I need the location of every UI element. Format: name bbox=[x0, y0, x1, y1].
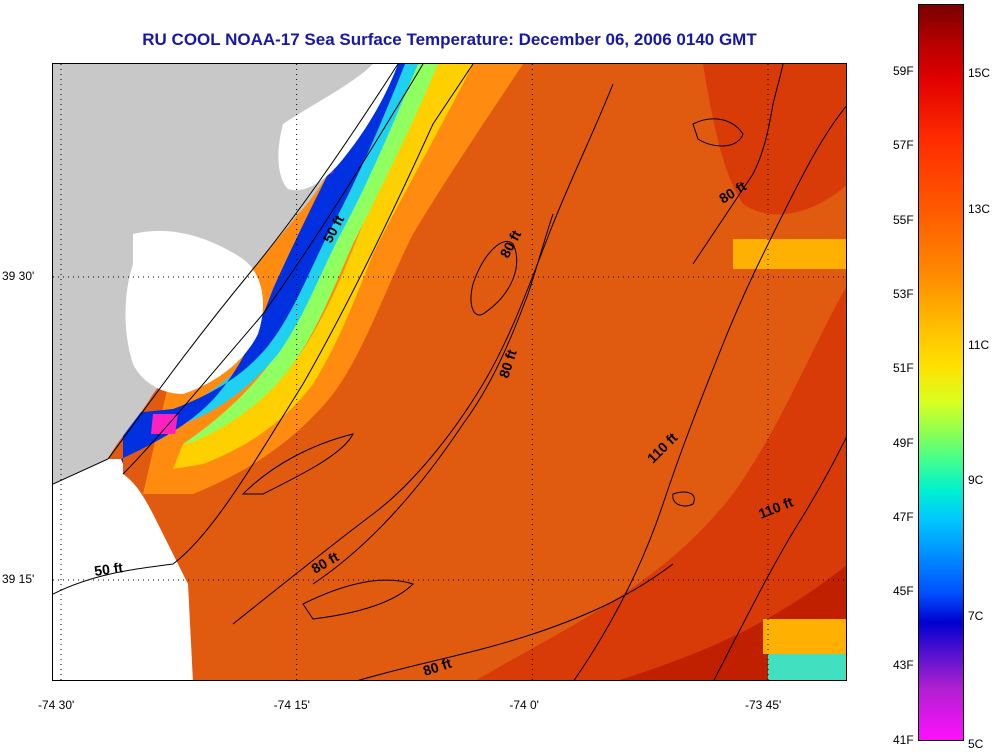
colorbar-celsius-label: 15C bbox=[968, 66, 991, 80]
colorbar-fahrenheit-label: 53F bbox=[893, 287, 914, 301]
no-data-bay bbox=[125, 230, 263, 394]
coastline-inner bbox=[122, 64, 424, 475]
coastal-magenta-patch-bay bbox=[151, 414, 178, 434]
map-panel: 50 ft 80 ft 80 ft 80 ft 80 ft 110 ft 110 ft 80 … bbox=[52, 63, 847, 681]
colorbar-celsius-label: 11C bbox=[968, 338, 990, 352]
coastline bbox=[53, 64, 399, 485]
warm-water-patch bbox=[703, 64, 846, 215]
colorbar-fahrenheit-label: 51F bbox=[893, 361, 914, 375]
latitude-tick-label: 39 30' bbox=[2, 269, 35, 283]
longitude-tick-label: -73 45' bbox=[745, 698, 782, 712]
map-title: RU COOL NOAA-17 Sea Surface Temperature:… bbox=[142, 30, 757, 49]
contour-shoal-5 bbox=[241, 433, 354, 495]
contour-80ft-mid bbox=[312, 213, 554, 585]
contour-shoal-4 bbox=[302, 579, 414, 620]
contour-50ft bbox=[53, 64, 474, 595]
contour-80ft-west bbox=[232, 83, 614, 625]
contour-shoal-2 bbox=[692, 118, 744, 147]
contour-110ft-east bbox=[713, 436, 846, 680]
colorbar-fahrenheit-label: 57F bbox=[893, 138, 914, 152]
offshore-yellow-patch-south bbox=[763, 619, 846, 654]
colorbar-fahrenheit-label: 55F bbox=[893, 213, 914, 227]
contour-shoal-3 bbox=[672, 491, 695, 507]
contour-80ft-south bbox=[358, 563, 674, 680]
longitude-tick-label: -74 30' bbox=[38, 698, 75, 712]
colorbar-fahrenheit-label: 49F bbox=[893, 436, 914, 450]
colorbar-celsius-label: 5C bbox=[968, 737, 984, 751]
colorbar-celsius-label: 7C bbox=[968, 609, 984, 623]
contour-shoal-1 bbox=[470, 241, 518, 316]
colorbar-fahrenheit-label: 41F bbox=[893, 733, 914, 747]
contour-label: 50 ft bbox=[93, 559, 124, 579]
colorbar-fahrenheit-label: 45F bbox=[893, 584, 914, 598]
colorbar-fahrenheit-label: 59F bbox=[893, 64, 914, 78]
longitude-tick-label: -74 0' bbox=[509, 698, 539, 712]
coastal-yellow-band bbox=[173, 64, 473, 469]
no-data-north bbox=[278, 64, 398, 191]
graticule bbox=[53, 64, 846, 680]
longitude-tick-label: -74 15' bbox=[273, 698, 310, 712]
colorbar-fahrenheit-label: 47F bbox=[893, 510, 914, 524]
temperature-colorbar bbox=[918, 4, 964, 741]
latitude-tick-label: 39 15' bbox=[2, 572, 35, 586]
colorbar-celsius-label: 9C bbox=[968, 473, 984, 487]
offshore-yellow-patch bbox=[733, 239, 846, 269]
contour-110ft bbox=[573, 105, 846, 680]
no-data-area bbox=[53, 459, 193, 680]
contour-80ft-east bbox=[692, 64, 784, 265]
colorbar-fahrenheit-label: 43F bbox=[893, 658, 914, 672]
offshore-cyan-patch bbox=[768, 654, 846, 680]
warm-water-zone bbox=[476, 287, 846, 680]
colorbar-celsius-label: 13C bbox=[968, 202, 991, 216]
